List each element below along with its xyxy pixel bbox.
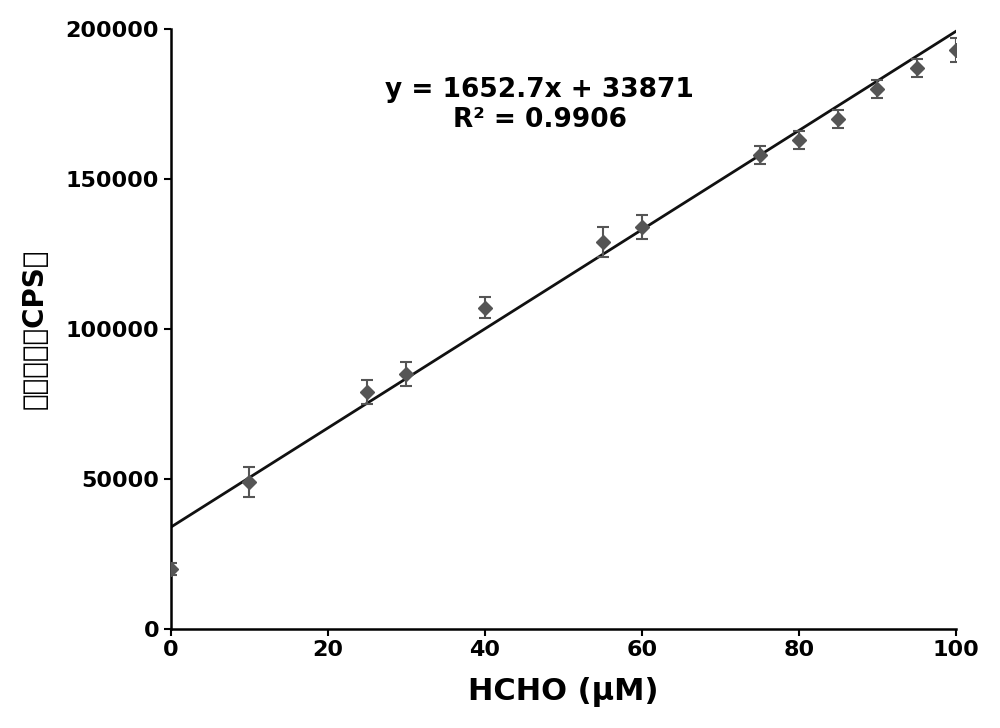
Text: y = 1652.7x + 33871
R² = 0.9906: y = 1652.7x + 33871 R² = 0.9906 <box>385 77 694 132</box>
X-axis label: HCHO (μM): HCHO (μM) <box>468 677 659 707</box>
Y-axis label: 荧光强度（CPS）: 荧光强度（CPS） <box>21 248 49 409</box>
